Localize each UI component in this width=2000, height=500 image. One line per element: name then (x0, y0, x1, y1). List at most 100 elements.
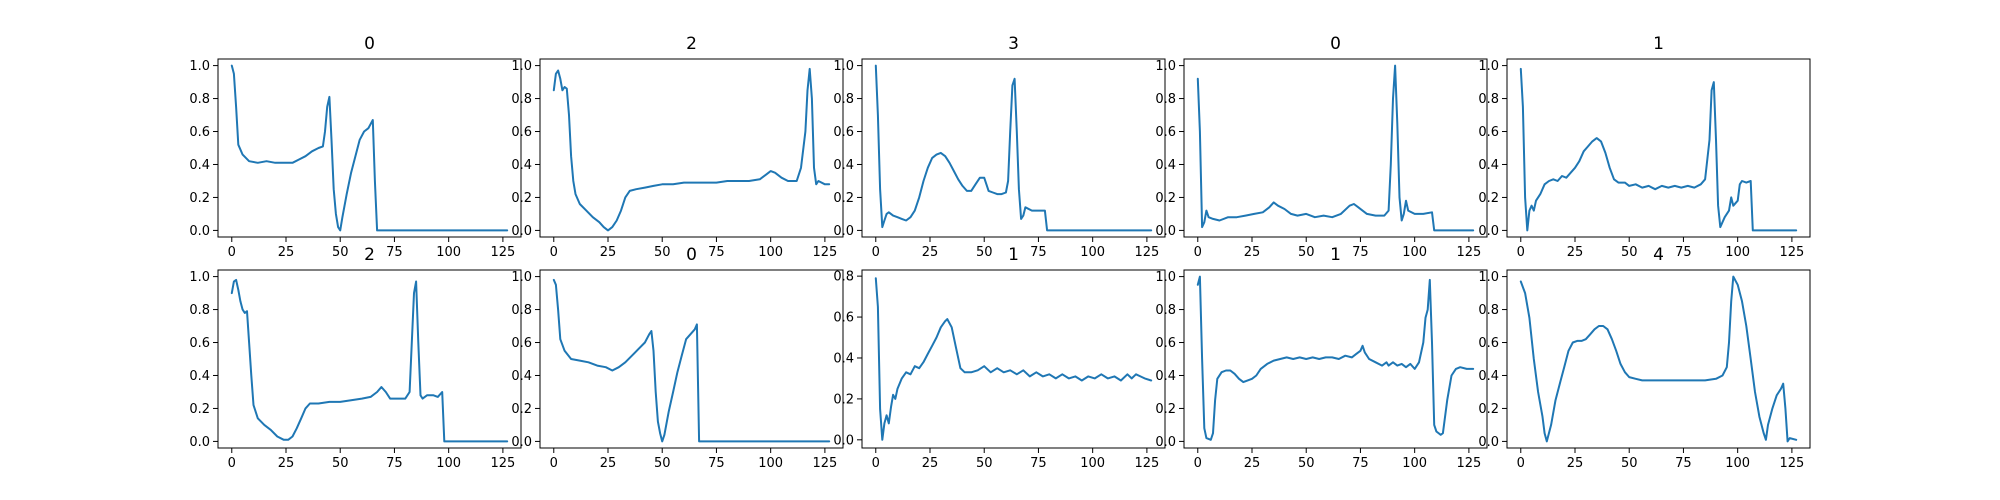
y-tick-label: 0.8 (1155, 92, 1176, 107)
x-tick-label: 125 (1134, 245, 1159, 260)
y-tick-label: 0.8 (189, 303, 210, 318)
plot-frame (217, 58, 522, 238)
x-tick-label: 125 (1134, 456, 1159, 471)
x-tick-label: 50 (976, 456, 993, 471)
y-tick-label: 0.0 (189, 224, 210, 239)
y-tick-label: 0.4 (833, 158, 854, 173)
y-tick-label: 0.2 (189, 191, 210, 206)
plot-frame (539, 58, 844, 238)
y-tick-label: 1.0 (1155, 59, 1176, 74)
y-tick-label: 0.4 (1478, 158, 1499, 173)
x-tick-label: 25 (600, 456, 617, 471)
y-tick-label: 0.8 (833, 92, 854, 107)
series-line (874, 277, 1153, 441)
series-line (1196, 275, 1475, 441)
subplot-title: 0 (686, 245, 697, 265)
y-tick-label: 0.6 (189, 125, 210, 140)
y-tick-label: 0.4 (1478, 369, 1499, 384)
subplot-title: 1 (1008, 245, 1019, 265)
y-tick-label: 0.4 (189, 369, 210, 384)
y-tick-label: 0.0 (1155, 224, 1176, 239)
x-tick-label: 100 (436, 245, 461, 260)
y-tick-label: 0.4 (511, 158, 532, 173)
subplot-4: 0 0 25 50 75 100 125 0.0 0.2 0.4 0.6 0.8 1.0 (1155, 34, 1488, 260)
x-tick-label: 125 (1456, 456, 1481, 471)
subplot-3: 3 0 25 50 75 100 125 0.0 0.2 0.4 0.6 0.8 1.0 (833, 34, 1166, 260)
subplot-9: 1 0 25 50 75 100 125 0.0 0.2 0.4 0.6 0.8 1.0 (1155, 245, 1488, 471)
subplot-title: 2 (686, 34, 697, 54)
y-tick-label: 0.8 (511, 303, 532, 318)
y-tick-label: 0.0 (1478, 435, 1499, 450)
x-tick-label: 50 (1298, 245, 1315, 260)
x-tick-label: 0 (550, 456, 558, 471)
plot-frame (861, 58, 1166, 238)
y-tick-label: 0.0 (1155, 435, 1176, 450)
y-tick-label: 0.8 (511, 92, 532, 107)
y-tick-label: 1.0 (189, 59, 210, 74)
y-tick-label: 1.0 (189, 270, 210, 285)
x-tick-label: 100 (1402, 456, 1427, 471)
x-tick-label: 0 (1194, 245, 1202, 260)
y-tick-label: 0.4 (189, 158, 210, 173)
y-tick-label: 0.8 (189, 92, 210, 107)
y-tick-label: 0.2 (511, 402, 532, 417)
y-tick-label: 0.6 (1478, 125, 1499, 140)
y-tick-label: 0.6 (511, 336, 532, 351)
x-tick-label: 50 (332, 245, 349, 260)
y-tick-label: 0.6 (189, 336, 210, 351)
subplot-5: 1 0 25 50 75 100 125 0.0 0.2 0.4 0.6 0.8 1.0 (1478, 34, 1811, 260)
y-tick-label: 0.2 (1478, 191, 1499, 206)
x-tick-label: 25 (922, 456, 939, 471)
subplot-8: 1 0 25 50 75 100 125 0.0 0.2 0.4 0.6 0.8 (833, 245, 1166, 471)
x-tick-label: 75 (1030, 245, 1047, 260)
series-line (230, 64, 509, 232)
y-tick-label: 0.6 (511, 125, 532, 140)
subplot-title: 1 (1330, 245, 1341, 265)
plot-frame (1506, 269, 1811, 449)
y-tick-label: 1.0 (833, 59, 854, 74)
x-tick-label: 50 (1621, 245, 1638, 260)
x-tick-label: 125 (812, 456, 837, 471)
plot-frame (1183, 269, 1488, 449)
x-tick-label: 25 (922, 245, 939, 260)
series-line (1196, 64, 1475, 232)
x-tick-label: 75 (1030, 456, 1047, 471)
y-tick-label: 0.2 (1155, 191, 1176, 206)
x-tick-label: 75 (386, 245, 403, 260)
series-line (1519, 67, 1798, 232)
plot-frame (217, 269, 522, 449)
x-tick-label: 25 (1567, 456, 1584, 471)
y-tick-label: 0.4 (511, 369, 532, 384)
y-tick-label: 0.2 (833, 191, 854, 206)
series-line (230, 278, 509, 443)
y-tick-label: 1.0 (511, 270, 532, 285)
y-tick-label: 0.8 (833, 270, 854, 285)
x-tick-label: 25 (1244, 456, 1261, 471)
subplot-10: 4 0 25 50 75 100 125 0.0 0.2 0.4 0.6 0.8 1.0 (1478, 245, 1811, 471)
x-tick-label: 100 (1080, 245, 1105, 260)
subplot-title: 1 (1653, 34, 1664, 54)
subplot-2: 2 0 25 50 75 100 125 0.0 0.2 0.4 0.6 0.8 1.0 (511, 34, 844, 260)
plot-frame (539, 269, 844, 449)
y-tick-label: 0.4 (1155, 158, 1176, 173)
x-tick-label: 0 (1517, 245, 1525, 260)
subplot-1: 0 0 25 50 75 100 125 0.0 0.2 0.4 0.6 0.8 1.0 (189, 34, 522, 260)
subplot-title: 0 (1330, 34, 1341, 54)
x-tick-label: 50 (976, 245, 993, 260)
y-tick-label: 0.6 (1478, 336, 1499, 351)
x-tick-label: 25 (278, 456, 295, 471)
x-tick-label: 125 (812, 245, 837, 260)
x-tick-label: 25 (278, 245, 295, 260)
plot-frame (861, 269, 1166, 449)
x-tick-label: 75 (386, 456, 403, 471)
y-tick-label: 0.2 (1478, 402, 1499, 417)
subplot-title: 3 (1008, 34, 1019, 54)
plot-frame (1183, 58, 1488, 238)
x-tick-label: 0 (1517, 456, 1525, 471)
x-tick-label: 100 (758, 245, 783, 260)
x-tick-label: 75 (1352, 245, 1369, 260)
x-tick-label: 75 (708, 245, 725, 260)
x-tick-label: 25 (1244, 245, 1261, 260)
series-line (552, 67, 831, 232)
x-tick-label: 25 (600, 245, 617, 260)
